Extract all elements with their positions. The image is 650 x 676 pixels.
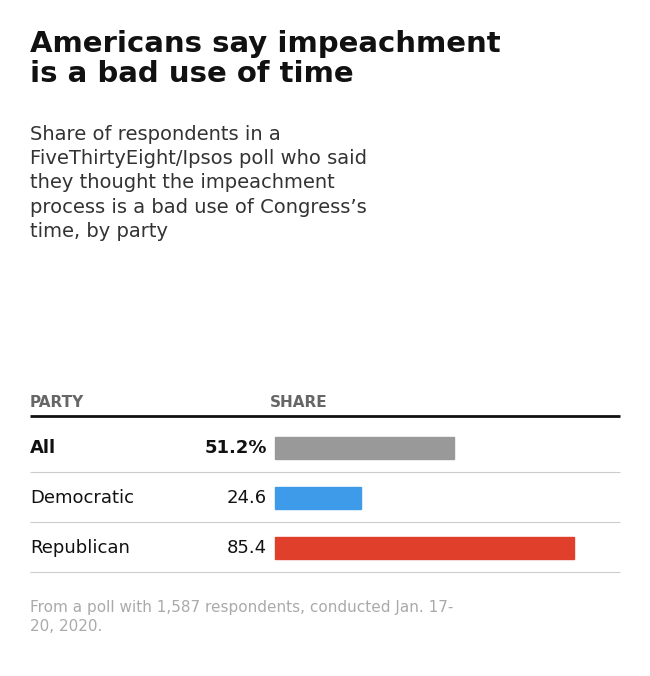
Text: SHARE: SHARE — [270, 395, 328, 410]
Text: Republican: Republican — [30, 539, 130, 557]
Text: 24.6: 24.6 — [227, 489, 267, 507]
Text: PARTY: PARTY — [30, 395, 84, 410]
Bar — [275, 537, 574, 559]
Text: Americans say impeachment
is a bad use of time: Americans say impeachment is a bad use o… — [30, 30, 500, 88]
Bar — [275, 437, 454, 459]
Bar — [275, 487, 361, 509]
Text: From a poll with 1,587 respondents, conducted Jan. 17-
20, 2020.: From a poll with 1,587 respondents, cond… — [30, 600, 454, 633]
Text: Democratic: Democratic — [30, 489, 134, 507]
Text: Share of respondents in a
FiveThirtyEight/Ipsos poll who said
they thought the i: Share of respondents in a FiveThirtyEigh… — [30, 125, 367, 241]
Text: 51.2%: 51.2% — [205, 439, 267, 457]
Text: All: All — [30, 439, 56, 457]
Text: 85.4: 85.4 — [227, 539, 267, 557]
